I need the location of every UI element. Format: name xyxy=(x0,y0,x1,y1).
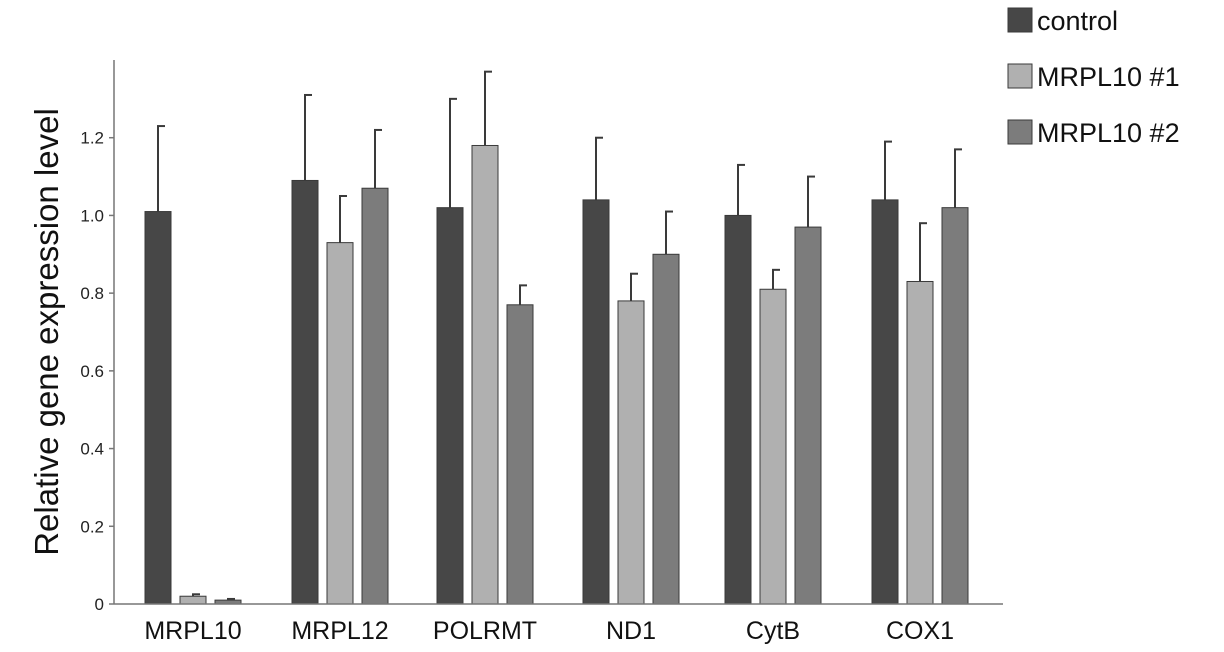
y-tick-label: 0.8 xyxy=(80,284,104,303)
x-category-label: MRPL10 xyxy=(144,617,241,645)
x-category-label: ND1 xyxy=(606,617,656,645)
y-tick-label: 1.2 xyxy=(80,129,104,148)
y-ticks-layer: 0 0.2 0.4 0.6 0.8 1.0 1.2 xyxy=(80,129,114,614)
legend-label: MRPL10 #2 xyxy=(1037,118,1180,148)
x-category-label: COX1 xyxy=(886,617,954,645)
legend-swatch xyxy=(1007,7,1033,33)
bar-mrpl12-series-2 xyxy=(361,187,389,605)
bar-mrpl12-series-1 xyxy=(326,242,354,605)
bar-cox1-series-0 xyxy=(871,199,899,605)
bar-cytb-series-2 xyxy=(794,226,822,605)
bar-mrpl10-series-1 xyxy=(179,595,207,605)
bar-mrpl10-series-0 xyxy=(144,211,172,605)
bars-layer xyxy=(144,144,969,605)
bar-polrmt-series-2 xyxy=(506,304,534,605)
x-labels-layer: MRPL10 MRPL12 POLRMT ND1 CytB COX1 xyxy=(144,617,954,645)
bar-polrmt-series-1 xyxy=(471,144,499,605)
x-category-label: POLRMT xyxy=(433,617,537,645)
legend: control MRPL10 #1 MRPL10 #2 xyxy=(1007,6,1180,148)
bar-nd1-series-1 xyxy=(617,300,645,605)
bar-cytb-series-0 xyxy=(724,214,752,605)
bar-nd1-series-0 xyxy=(582,199,610,605)
bar-cytb-series-1 xyxy=(759,288,787,605)
bar-cox1-series-1 xyxy=(906,280,934,605)
bar-polrmt-series-0 xyxy=(436,207,464,605)
error-bars-layer xyxy=(157,70,962,601)
legend-swatch xyxy=(1007,119,1033,145)
y-axis-title: Relative gene expression level xyxy=(28,108,65,556)
bar-mrpl12-series-0 xyxy=(291,179,319,605)
bar-nd1-series-2 xyxy=(652,253,680,605)
legend-swatch xyxy=(1007,63,1033,89)
legend-label: MRPL10 #1 xyxy=(1037,62,1180,92)
axes-layer xyxy=(113,60,1003,605)
y-tick-label: 0.2 xyxy=(80,517,104,536)
y-tick-label: 0.4 xyxy=(80,440,104,459)
y-tick-label: 0.6 xyxy=(80,362,104,381)
y-tick-label: 1.0 xyxy=(80,206,104,225)
x-category-label: CytB xyxy=(746,617,800,645)
legend-label: control xyxy=(1037,6,1118,36)
bar-cox1-series-2 xyxy=(941,207,969,605)
y-tick-label: 0 xyxy=(95,595,104,614)
x-category-label: MRPL12 xyxy=(291,617,388,645)
